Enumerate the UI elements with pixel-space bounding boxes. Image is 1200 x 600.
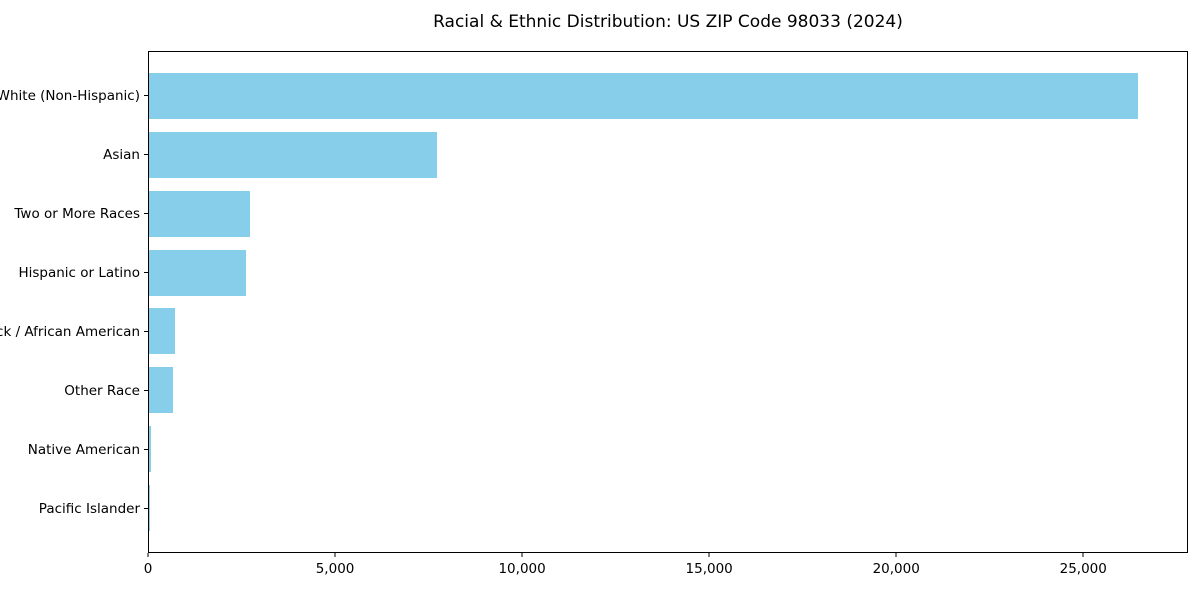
bar-row [149,420,1187,479]
y-tick-label: Two or More Races [14,205,140,222]
y-tick-row: Asian [0,125,148,184]
x-tick-mark [708,553,710,557]
x-tick-label: 5,000 [315,561,355,577]
y-tick-mark [144,449,148,450]
y-tick-label: Other Race [64,382,140,399]
bar-row [149,126,1187,185]
x-tick-label: 0 [143,561,153,577]
y-tick-row: Hispanic or Latino [0,243,148,302]
y-tick-mark [144,95,148,96]
y-tick-mark [144,390,148,391]
x-tick-mark [334,553,336,557]
bar-row [149,302,1187,361]
chart-title: Racial & Ethnic Distribution: US ZIP Cod… [433,12,903,32]
y-tick-label: Native American [27,441,140,458]
plot-area [148,51,1188,553]
x-tick-label: 10,000 [498,561,546,577]
y-tick-row: Black / African American [0,302,148,361]
y-tick-mark [144,154,148,155]
y-tick-label: White (Non-Hispanic) [0,87,140,104]
bar [149,73,1139,120]
x-tick-mark [521,553,523,557]
bar [149,190,250,237]
bar [149,249,247,296]
y-axis-labels: White (Non-Hispanic) Asian Two or More Rac… [0,51,148,553]
bar-row [149,185,1187,244]
x-tick-mark [147,553,149,557]
x-tick-label: 15,000 [685,561,733,577]
y-tick-mark [144,272,148,273]
bar [149,425,151,472]
bars-container [149,52,1187,552]
y-tick-label: Hispanic or Latino [18,264,140,281]
bar-row [149,243,1187,302]
bar-row [149,478,1187,537]
y-tick-label: Asian [103,146,140,163]
bar-row [149,67,1187,126]
x-tick-mark [1082,553,1084,557]
y-tick-mark [144,331,148,332]
y-tick-mark [144,213,148,214]
bar [149,484,150,531]
x-tick-mark [895,553,897,557]
y-tick-label: Pacific Islander [38,500,140,517]
x-tick-label: 20,000 [872,561,920,577]
y-tick-row: Native American [0,420,148,479]
x-axis-ticks: 0 5,000 10,000 15,000 20,000 25,000 [144,553,1188,593]
y-tick-row: Two or More Races [0,184,148,243]
y-tick-label: Black / African American [0,323,140,340]
y-tick-row: White (Non-Hispanic) [0,66,148,125]
bar [149,132,437,179]
y-tick-row: Pacific Islander [0,479,148,538]
bar [149,308,176,355]
bar [149,367,174,414]
bar-row [149,361,1187,420]
y-tick-mark [144,508,148,509]
x-tick-label: 25,000 [1059,561,1107,577]
y-tick-row: Other Race [0,361,148,420]
